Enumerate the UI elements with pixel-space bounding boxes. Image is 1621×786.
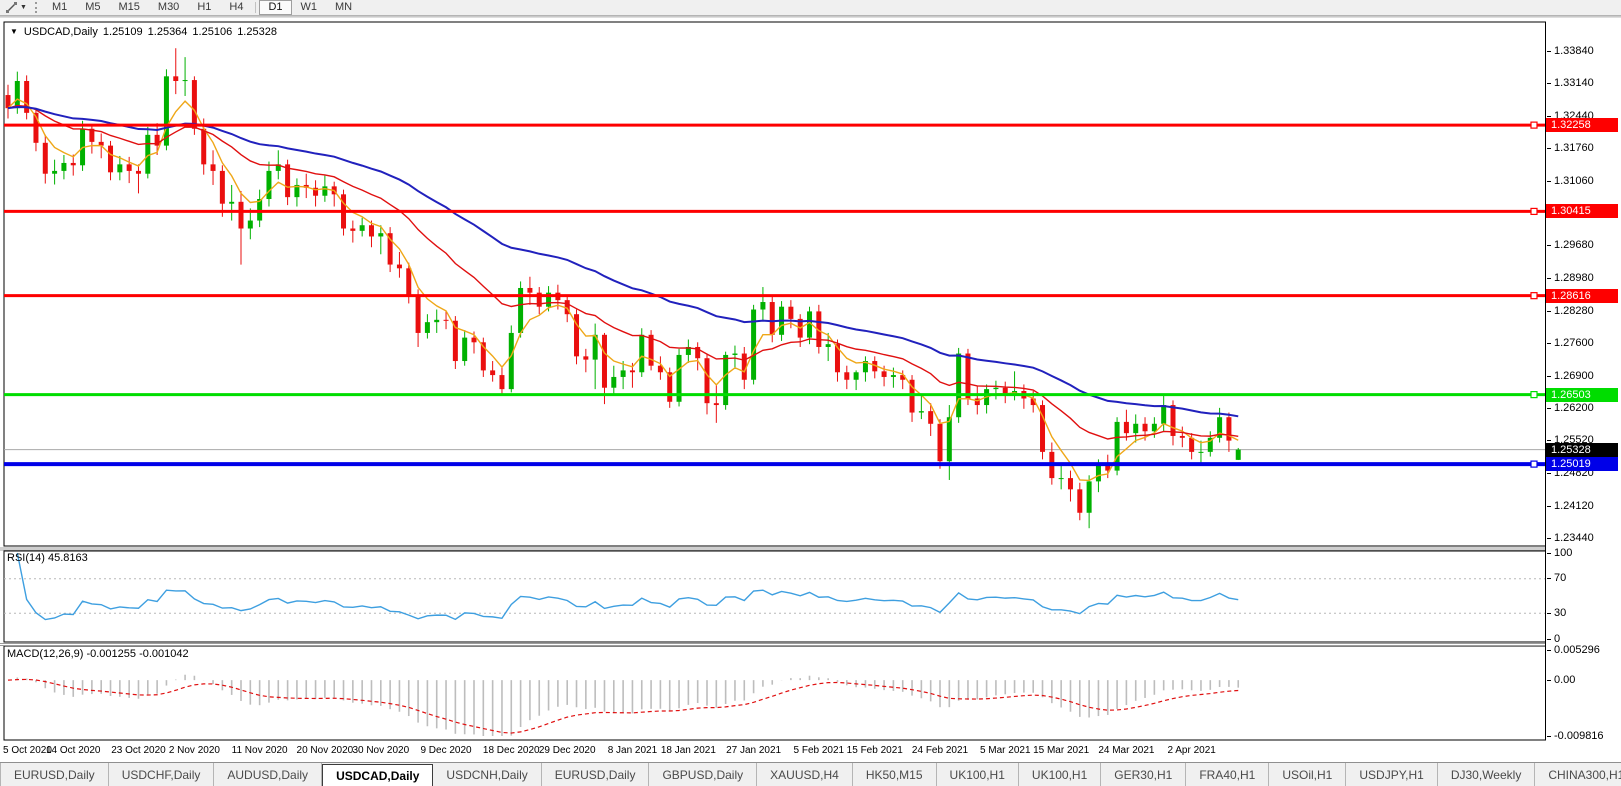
timeframe-button-h1[interactable]: H1 bbox=[197, 1, 212, 13]
timeframe-button-h4[interactable]: H4 bbox=[229, 1, 244, 13]
tab-item-gbpusd-daily[interactable]: GBPUSD,Daily bbox=[649, 763, 758, 786]
date-label: 11 Nov 2020 bbox=[231, 745, 288, 756]
timeframe-button-m15[interactable]: M15 bbox=[118, 1, 140, 13]
tab-item-dj30-weekly[interactable]: DJ30,Weekly bbox=[1438, 763, 1536, 786]
tab-item-audusd-daily[interactable]: AUDUSD,Daily bbox=[214, 763, 323, 786]
time-axis[interactable]: 5 Oct 2020 14 Oct 2020 23 Oct 2020 2 Nov 20… bbox=[0, 741, 1546, 762]
tab-item-usdcnh-daily[interactable]: USDCNH,Daily bbox=[433, 763, 542, 786]
rsi-tick: 100 bbox=[1546, 546, 1573, 559]
date-label: 9 Dec 2020 bbox=[420, 745, 472, 756]
tab-item-ger30-h1[interactable]: GER30,H1 bbox=[1101, 763, 1187, 786]
price-tick: 1.31060 bbox=[1547, 174, 1594, 187]
macd-tick: 0.005296 bbox=[1547, 643, 1600, 656]
date-label: 5 Oct 2020 bbox=[3, 745, 52, 756]
toolbar-grip-handle[interactable] bbox=[34, 2, 37, 13]
current-price-badge: 1.25328 bbox=[1546, 442, 1618, 457]
price-tick: 1.28280 bbox=[1547, 304, 1594, 317]
chart-symbol: USDCAD,Daily bbox=[23, 26, 98, 38]
date-label: 20 Nov 2020 bbox=[296, 745, 354, 756]
chart-dropdown-icon[interactable]: ▼ bbox=[10, 27, 18, 36]
date-label: 18 Dec 2020 bbox=[482, 745, 540, 756]
date-label: 23 Oct 2020 bbox=[111, 745, 166, 756]
tab-item-usdjpy-h1[interactable]: USDJPY,H1 bbox=[1346, 763, 1438, 786]
ohlc-open: 1.25109 bbox=[102, 26, 143, 38]
tab-item-eurusd-daily[interactable]: EURUSD,Daily bbox=[542, 763, 650, 786]
level-price-badge: 1.25019 bbox=[1546, 457, 1618, 472]
tab-item-hk50-m15[interactable]: HK50,M15 bbox=[853, 763, 937, 786]
level-price-badge: 1.26503 bbox=[1546, 387, 1618, 402]
date-label: 27 Jan 2021 bbox=[726, 745, 782, 756]
toolbar-separator bbox=[255, 2, 257, 13]
draw-tool-dropdown-icon[interactable]: ▼ bbox=[20, 4, 27, 11]
ohlc-high: 1.25364 bbox=[147, 26, 188, 38]
date-label: 24 Feb 2021 bbox=[911, 745, 969, 756]
price-tick: 1.24120 bbox=[1547, 499, 1594, 512]
tab-item-uk100-h1[interactable]: UK100,H1 bbox=[937, 763, 1019, 786]
chart-title: ▼ USDCAD,Daily 1.25109 1.25364 1.25106 1.2532… bbox=[10, 26, 277, 38]
price-tick: 1.33140 bbox=[1547, 77, 1594, 90]
ohlc-low: 1.25106 bbox=[192, 26, 233, 38]
timeframe-button-m5[interactable]: M5 bbox=[85, 1, 101, 13]
price-axis[interactable]: 1.33840 1.33140 1.32440 1.31760 1.31060 1.296… bbox=[1546, 17, 1621, 762]
date-label: 29 Dec 2020 bbox=[538, 745, 596, 756]
price-tick: 1.29680 bbox=[1547, 239, 1594, 252]
date-label: 8 Jan 2021 bbox=[607, 745, 658, 756]
tab-item-eurusd-daily[interactable]: EURUSD,Daily bbox=[1, 763, 109, 786]
price-tick: 1.27600 bbox=[1547, 336, 1594, 349]
date-label: 2 Nov 2020 bbox=[168, 745, 220, 756]
level-price-badge: 1.28616 bbox=[1546, 288, 1618, 303]
price-tick: 1.26900 bbox=[1547, 369, 1594, 382]
timeframe-buttons: M1 M5 M15 M30 H1 H4 D1 W1 MN bbox=[43, 0, 361, 15]
macd-label: MACD(12,26,9) -0.001255 -0.001042 bbox=[7, 648, 189, 660]
rsi-tick: 0 bbox=[1546, 632, 1561, 645]
price-tick: 1.23440 bbox=[1547, 531, 1594, 544]
date-label: 30 Nov 2020 bbox=[352, 745, 410, 756]
tab-item-usoil-h1[interactable]: USOil,H1 bbox=[1269, 763, 1347, 786]
tab-item-uk100-h1[interactable]: UK100,H1 bbox=[1019, 763, 1102, 786]
tab-item-fra40-h1[interactable]: FRA40,H1 bbox=[1186, 763, 1270, 786]
toolbar-divider bbox=[0, 15, 1621, 18]
date-label: 14 Oct 2020 bbox=[45, 745, 101, 756]
date-label: 15 Mar 2021 bbox=[1033, 745, 1090, 756]
timeframe-button-m30[interactable]: M30 bbox=[157, 1, 180, 13]
price-tick: 1.26200 bbox=[1547, 402, 1594, 415]
rsi-tick: 70 bbox=[1546, 572, 1567, 585]
draw-tool-icon[interactable] bbox=[4, 1, 18, 14]
date-label: 5 Mar 2021 bbox=[979, 745, 1031, 756]
timeframe-button-m1[interactable]: M1 bbox=[51, 1, 68, 13]
date-label: 2 Apr 2021 bbox=[1167, 745, 1216, 756]
date-label: 5 Feb 2021 bbox=[793, 745, 845, 756]
tab-item-usdchf-daily[interactable]: USDCHF,Daily bbox=[109, 763, 215, 786]
level-price-badge: 1.32258 bbox=[1546, 118, 1618, 133]
level-price-badge: 1.30415 bbox=[1546, 204, 1618, 219]
price-tick: 1.28980 bbox=[1547, 272, 1594, 285]
timeframe-toolbar: ▼ M1 M5 M15 M30 H1 H4 D1 W1 MN bbox=[0, 0, 1621, 15]
date-label: 24 Mar 2021 bbox=[1098, 745, 1155, 756]
chart-canvas[interactable] bbox=[0, 0, 1546, 762]
date-label: 15 Feb 2021 bbox=[846, 745, 903, 756]
rsi-label: RSI(14) 45.8163 bbox=[7, 552, 88, 564]
macd-tick: -0.009816 bbox=[1547, 729, 1604, 742]
timeframe-button-d1[interactable]: D1 bbox=[259, 0, 292, 15]
symbol-tab-bar: EURUSD,Daily USDCHF,Daily AUDUSD,Daily USDC… bbox=[0, 762, 1621, 786]
rsi-tick: 30 bbox=[1546, 606, 1567, 619]
timeframe-button-mn[interactable]: MN bbox=[335, 1, 353, 13]
tab-strip-left-edge bbox=[0, 763, 1, 786]
timeframe-button-w1[interactable]: W1 bbox=[300, 1, 318, 13]
price-tick: 1.31760 bbox=[1547, 141, 1594, 154]
tab-item-china300-h1[interactable]: CHINA300,H1 bbox=[1535, 763, 1621, 786]
tab-item-usdcad-daily[interactable]: USDCAD,Daily bbox=[322, 764, 434, 786]
price-tick: 1.33840 bbox=[1547, 44, 1594, 57]
macd-tick: 0.00 bbox=[1546, 673, 1576, 686]
date-label: 18 Jan 2021 bbox=[660, 745, 716, 756]
ohlc-close: 1.25328 bbox=[237, 26, 277, 38]
tab-item-xauusd-h4[interactable]: XAUUSD,H4 bbox=[757, 763, 853, 786]
